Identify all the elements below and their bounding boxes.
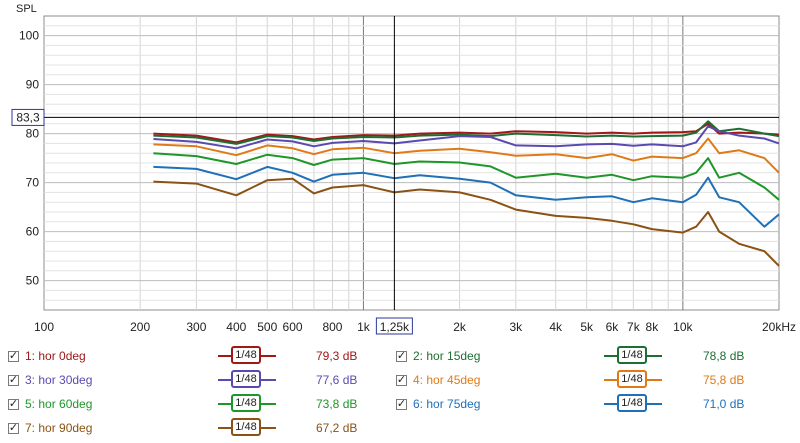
cursor-y-readout: 83,3 (16, 110, 40, 124)
legend-label: 2: hor 15deg (413, 349, 481, 363)
y-axis-title: SPL (16, 3, 37, 15)
y-tick-label: 50 (26, 274, 40, 288)
legend-label: 1: hor 0deg (25, 349, 86, 363)
smoothing-button[interactable]: 1/48 (218, 370, 276, 390)
series-line (153, 177, 780, 267)
smoothing-label: 1/48 (617, 394, 647, 412)
cursor-x-readout-box (375, 317, 413, 335)
level-value: 78,8 dB (703, 349, 745, 363)
x-tick-label: 800 (322, 320, 342, 334)
visibility-checkbox[interactable]: ✓ (396, 397, 407, 410)
legend-entry[interactable]: ✓ 1: hor 0deg (8, 345, 86, 367)
legend-label: 5: hor 60deg (25, 397, 93, 411)
y-tick-label: 60 (26, 225, 40, 239)
y-tick-label: 80 (26, 127, 40, 141)
legend-entry[interactable]: ✓ 7: hor 90deg (8, 417, 92, 439)
y-tick-label: 90 (26, 78, 40, 92)
smoothing-button[interactable]: 1/48 (218, 346, 276, 366)
level-value: 75,8 dB (703, 373, 745, 387)
cursor-y-readout-box (11, 108, 45, 126)
visibility-checkbox[interactable]: ✓ (8, 373, 19, 386)
x-tick-label: 600 (283, 320, 303, 334)
smoothing-button[interactable]: 1/48 (604, 394, 662, 414)
series-line (153, 122, 780, 144)
x-tick-label: 200 (130, 320, 150, 334)
y-tick-label: 100 (19, 29, 39, 43)
x-tick-label: 5k (580, 320, 594, 334)
smoothing-button[interactable]: 1/48 (218, 394, 276, 414)
series-line (153, 152, 780, 201)
legend-label: 6: hor 75deg (413, 397, 481, 411)
smoothing-label: 1/48 (231, 394, 261, 412)
visibility-checkbox[interactable]: ✓ (8, 421, 19, 434)
visibility-checkbox[interactable]: ✓ (396, 373, 407, 386)
legend-entry[interactable]: ✓ 6: hor 75deg (396, 393, 480, 415)
series-line (153, 165, 780, 228)
series-line (153, 137, 780, 174)
visibility-checkbox[interactable]: ✓ (8, 349, 19, 362)
legend-entry[interactable]: ✓ 2: hor 15deg (396, 345, 480, 367)
y-tick-label: 70 (26, 176, 40, 190)
level-value: 73,8 dB (316, 397, 358, 411)
smoothing-label: 1/48 (231, 346, 261, 364)
smoothing-label: 1/48 (617, 370, 647, 388)
visibility-checkbox[interactable]: ✓ (396, 349, 407, 362)
x-tick-label: 7k (627, 320, 641, 334)
x-tick-label: 10k (673, 320, 693, 334)
x-tick-label: 2k (453, 320, 467, 334)
legend-entry[interactable]: ✓ 5: hor 60deg (8, 393, 92, 415)
series-line (153, 125, 780, 150)
x-tick-label: 4k (549, 320, 563, 334)
x-tick-label: 300 (186, 320, 206, 334)
cursor-x-readout: 1,25k (380, 320, 410, 334)
x-tick-label: 400 (226, 320, 246, 334)
x-tick-label: 3k (509, 320, 523, 334)
legend-label: 4: hor 45deg (413, 373, 481, 387)
level-value: 67,2 dB (316, 421, 358, 435)
level-value: 77,6 dB (316, 373, 358, 387)
x-tick-label: 1k (357, 320, 371, 334)
visibility-checkbox[interactable]: ✓ (8, 397, 19, 410)
spl-chart[interactable]: SPL 100 90 80 70 60 50 100 200 300 400 500 600 800 1k 2… (0, 0, 800, 340)
x-tick-label: 8k (646, 320, 660, 334)
smoothing-label: 1/48 (231, 418, 261, 436)
smoothing-label: 1/48 (231, 370, 261, 388)
level-value: 79,3 dB (316, 349, 358, 363)
smoothing-label: 1/48 (617, 346, 647, 364)
legend-entry[interactable]: ✓ 3: hor 30deg (8, 369, 92, 391)
smoothing-button[interactable]: 1/48 (604, 346, 662, 366)
x-tick-label: 500 (257, 320, 277, 334)
level-value: 71,0 dB (703, 397, 745, 411)
smoothing-button[interactable]: 1/48 (218, 418, 276, 438)
x-tick-label: 6k (606, 320, 620, 334)
series-line (153, 120, 780, 145)
legend-label: 7: hor 90deg (25, 421, 93, 435)
x-tick-label: 100 (34, 320, 54, 334)
legend-entry[interactable]: ✓ 4: hor 45deg (396, 369, 480, 391)
x-tick-label: 20kHz (762, 320, 796, 334)
smoothing-button[interactable]: 1/48 (604, 370, 662, 390)
legend-label: 3: hor 30deg (25, 373, 93, 387)
